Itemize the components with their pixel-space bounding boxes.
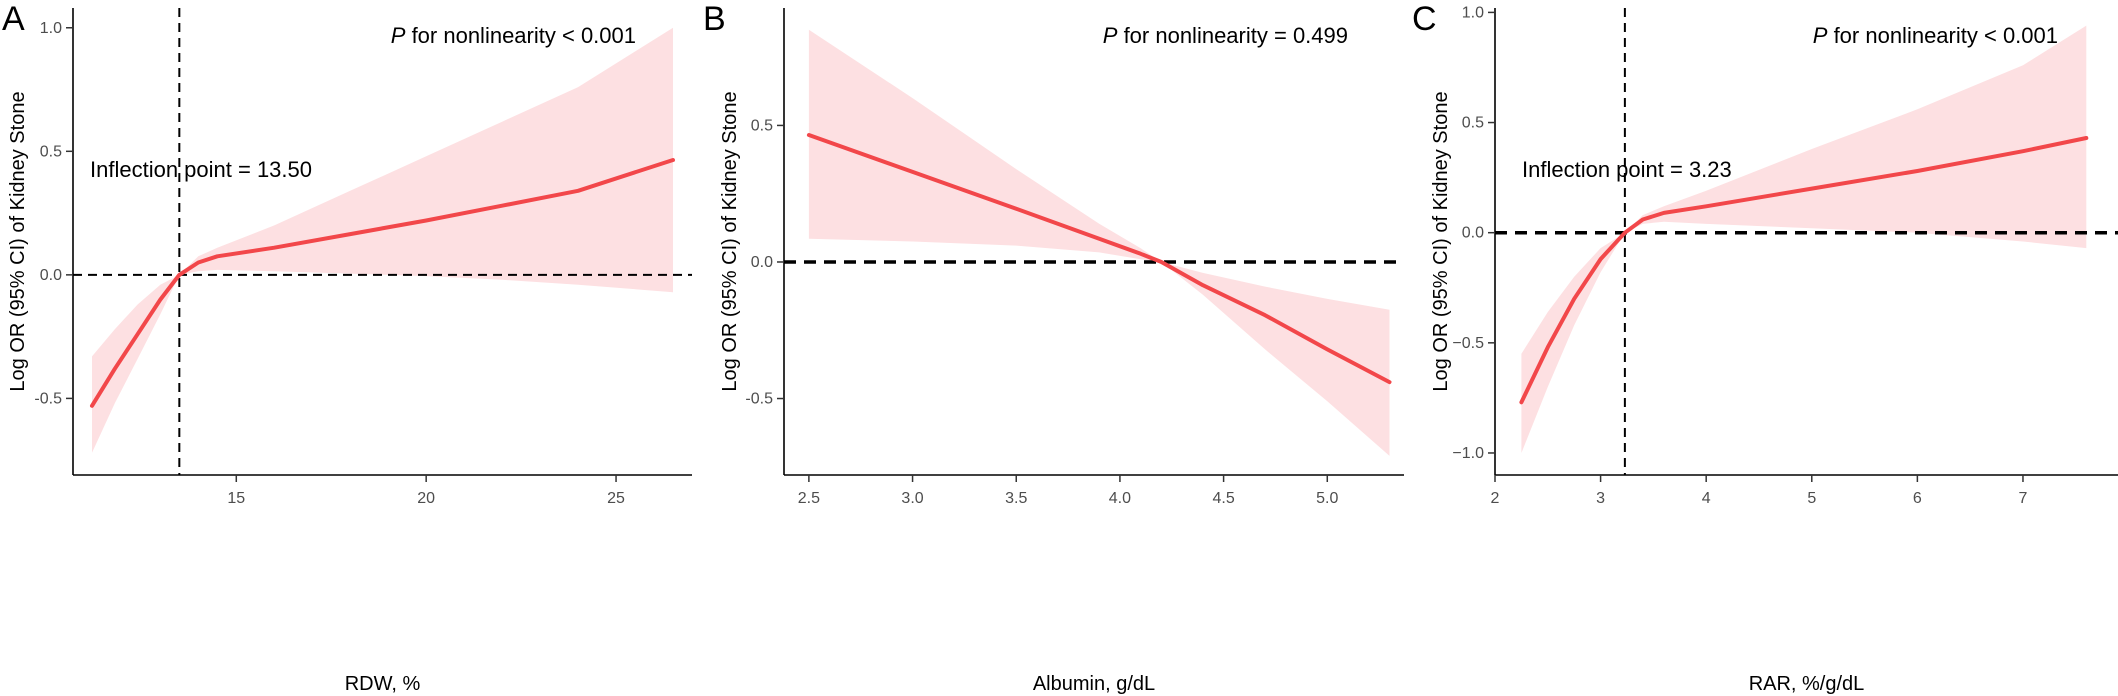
- x-tick-label: 4.5: [1212, 490, 1234, 507]
- x-tick-label: 2.5: [798, 490, 820, 507]
- y-tick-label: -0.5: [34, 390, 62, 407]
- y-tick-label: −1.0: [1452, 445, 1484, 462]
- p-symbol: P: [391, 23, 406, 48]
- y-tick-label: 1.0: [1462, 4, 1484, 21]
- y-tick-label: -0.5: [745, 391, 773, 408]
- panel-label: C: [1412, 0, 1437, 38]
- panel-label: A: [2, 0, 25, 38]
- inflection-annotation: Inflection point = 13.50: [90, 157, 312, 182]
- p-symbol: P: [1103, 23, 1118, 48]
- panel-label: B: [703, 0, 726, 38]
- x-tick-label: 4: [1702, 490, 1711, 507]
- inflection-annotation: Inflection point = 3.23: [1522, 157, 1732, 182]
- x-axis-label: Albumin, g/dL: [1033, 673, 1155, 695]
- y-axis-label: Log OR (95% CI) of Kidney Stone: [719, 91, 741, 391]
- x-tick-label: 4.0: [1109, 490, 1131, 507]
- x-tick-label: 2: [1491, 490, 1500, 507]
- p-symbol: P: [1813, 23, 1828, 48]
- y-tick-label: 0.0: [751, 254, 773, 271]
- x-tick-label: 5: [1807, 490, 1816, 507]
- y-tick-label: 0.0: [1462, 225, 1484, 242]
- ci-band: [1521, 25, 2087, 453]
- x-tick-label: 3.5: [1005, 490, 1027, 507]
- y-axis-label: Log OR (95% CI) of Kidney Stone: [7, 91, 29, 391]
- x-tick-label: 15: [227, 490, 245, 507]
- x-tick-label: 3.0: [901, 490, 923, 507]
- estimate-line: [806, 133, 1392, 385]
- estimate-line: [90, 158, 675, 408]
- y-tick-label: 0.5: [751, 117, 773, 134]
- x-tick-label: 5.0: [1316, 490, 1338, 507]
- panel-b: 2.5 3.0 3.5 4.0 4.5 5.0 -0.5 0.0 0.5 Albumin, g/d…: [703, 0, 1404, 695]
- x-tick-label: 25: [607, 490, 625, 507]
- p-value-text: for nonlinearity = 0.499: [1117, 23, 1348, 48]
- estimate-line: [1519, 136, 2089, 405]
- x-tick-label: 3: [1596, 490, 1605, 507]
- x-axis-label: RAR, %/g/dL: [1749, 673, 1865, 695]
- y-tick-label: 0.5: [40, 143, 62, 160]
- p-value-text: for nonlinearity < 0.001: [405, 23, 636, 48]
- x-tick-label: 7: [2019, 490, 2028, 507]
- x-tick-label: 20: [417, 490, 435, 507]
- panel-a: 15 20 25 -0.5 0.0 0.5 1.0 RDW, % Log OR (95% CI)…: [2, 0, 692, 695]
- y-tick-label: 1.0: [40, 20, 62, 37]
- ci-band: [808, 29, 1390, 456]
- nonlinearity-annotation: P for nonlinearity < 0.001: [391, 23, 636, 48]
- nonlinearity-annotation: P for nonlinearity < 0.001: [1813, 23, 2058, 48]
- panel-c: 2 3 4 5 6 7 −1.0 −0.5 0.0 0.5 1.0 RAR, %/g/dL Log OR…: [1412, 0, 2118, 695]
- ci-band: [92, 27, 673, 453]
- x-tick-label: 6: [1913, 490, 1922, 507]
- y-tick-label: −0.5: [1452, 335, 1484, 352]
- x-axis-label: RDW, %: [345, 673, 421, 695]
- y-axis-label: Log OR (95% CI) of Kidney Stone: [1430, 91, 1452, 391]
- nonlinearity-annotation: P for nonlinearity = 0.499: [1103, 23, 1348, 48]
- y-tick-label: 0.5: [1462, 115, 1484, 132]
- y-tick-label: 0.0: [40, 267, 62, 284]
- p-value-text: for nonlinearity < 0.001: [1827, 23, 2058, 48]
